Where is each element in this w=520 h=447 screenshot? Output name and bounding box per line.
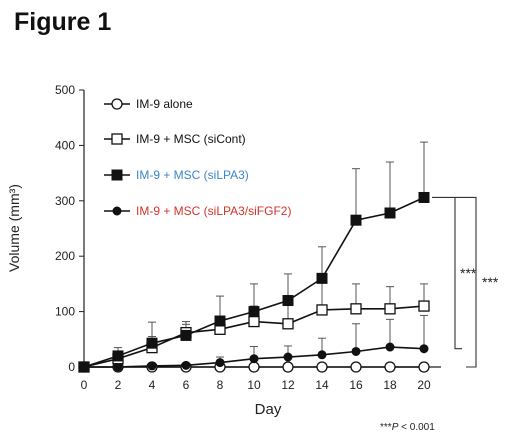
data-point bbox=[214, 315, 226, 327]
data-point bbox=[147, 361, 157, 371]
data-point bbox=[248, 361, 260, 373]
data-point bbox=[350, 303, 362, 315]
data-point bbox=[282, 361, 294, 373]
y-tick-label: 0 bbox=[68, 360, 75, 374]
data-point bbox=[350, 214, 362, 226]
data-point bbox=[351, 346, 361, 356]
bracket-outer bbox=[455, 196, 477, 368]
significance-note-stars: *** bbox=[380, 422, 392, 433]
significance-note: ***P < 0.001 bbox=[380, 422, 435, 433]
data-point bbox=[384, 303, 396, 315]
data-point bbox=[215, 358, 225, 368]
data-point bbox=[181, 360, 191, 370]
data-point bbox=[283, 352, 293, 362]
series-lines bbox=[83, 196, 425, 368]
series-markers bbox=[78, 191, 430, 373]
tick-labels: 0 100 200 300 400 500 0 2 4 6 8 10 12 14 16 18 20 bbox=[55, 83, 431, 392]
y-tick-label: 200 bbox=[55, 249, 75, 263]
data-point bbox=[282, 295, 294, 307]
significance-note-p: P bbox=[392, 422, 399, 433]
axes bbox=[79, 89, 441, 372]
legend-entry: IM-9 + MSC (siLPA3) bbox=[136, 168, 249, 182]
bracket-inner bbox=[432, 196, 462, 350]
legend-marker bbox=[112, 206, 122, 216]
data-point bbox=[350, 361, 362, 373]
x-tick-label: 16 bbox=[349, 378, 363, 392]
legend-marker bbox=[111, 133, 123, 145]
x-tick-label: 6 bbox=[183, 378, 190, 392]
series-line-3 bbox=[83, 196, 425, 368]
data-point bbox=[385, 342, 395, 352]
data-point bbox=[316, 304, 328, 316]
data-point bbox=[418, 361, 430, 373]
x-tick-label: 4 bbox=[149, 378, 156, 392]
y-tick-label: 400 bbox=[55, 138, 75, 152]
data-point bbox=[249, 354, 259, 364]
legend-entry: IM-9 + MSC (siCont) bbox=[136, 132, 246, 146]
x-tick-label: 18 bbox=[383, 378, 397, 392]
data-point bbox=[384, 361, 396, 373]
data-point bbox=[316, 272, 328, 284]
data-point bbox=[282, 318, 294, 330]
x-tick-label: 12 bbox=[281, 378, 295, 392]
x-tick-label: 2 bbox=[115, 378, 122, 392]
data-point bbox=[384, 207, 396, 219]
y-tick-label: 500 bbox=[55, 83, 75, 97]
y-axis-label: Volume (mm³) bbox=[6, 184, 22, 272]
significance-stars-outer: *** bbox=[482, 274, 499, 290]
data-point bbox=[418, 191, 430, 203]
figure-title: Figure 1 bbox=[14, 8, 112, 36]
x-tick-label: 10 bbox=[247, 378, 261, 392]
legend-marker bbox=[111, 98, 123, 110]
data-point bbox=[248, 315, 260, 328]
data-point bbox=[248, 306, 260, 318]
legend-marker bbox=[111, 169, 123, 181]
data-point bbox=[112, 350, 124, 362]
legend-entry: IM-9 alone bbox=[136, 97, 193, 111]
x-tick-label: 8 bbox=[217, 378, 224, 392]
data-point bbox=[180, 329, 192, 341]
data-point bbox=[78, 361, 90, 373]
data-point bbox=[419, 344, 429, 354]
y-tick-label: 300 bbox=[55, 194, 75, 208]
x-tick-label: 0 bbox=[81, 378, 88, 392]
significance-stars-inner: *** bbox=[460, 265, 477, 281]
x-tick-label: 14 bbox=[315, 378, 329, 392]
data-point bbox=[146, 337, 158, 349]
x-axis-label: Day bbox=[255, 401, 282, 418]
significance-note-threshold: < 0.001 bbox=[398, 422, 435, 433]
data-point bbox=[418, 300, 430, 312]
x-tick-label: 20 bbox=[417, 378, 431, 392]
significance-brackets: *** *** bbox=[432, 196, 499, 368]
data-point bbox=[317, 350, 327, 360]
legend-entry: IM-9 + MSC (siLPA3/siFGF2) bbox=[136, 204, 291, 218]
y-tick-label: 100 bbox=[55, 305, 75, 319]
data-point bbox=[316, 361, 328, 373]
legend: IM-9 alone IM-9 + MSC (siCont) IM-9 + MSC … bbox=[104, 97, 291, 218]
